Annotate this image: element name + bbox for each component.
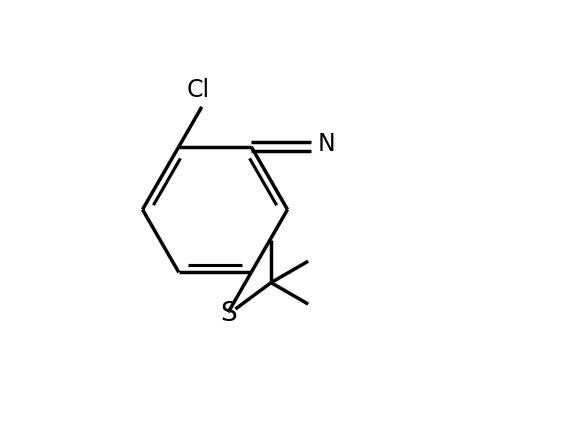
Text: N: N: [318, 132, 335, 156]
Text: Cl: Cl: [187, 78, 210, 102]
Text: S: S: [220, 301, 237, 327]
